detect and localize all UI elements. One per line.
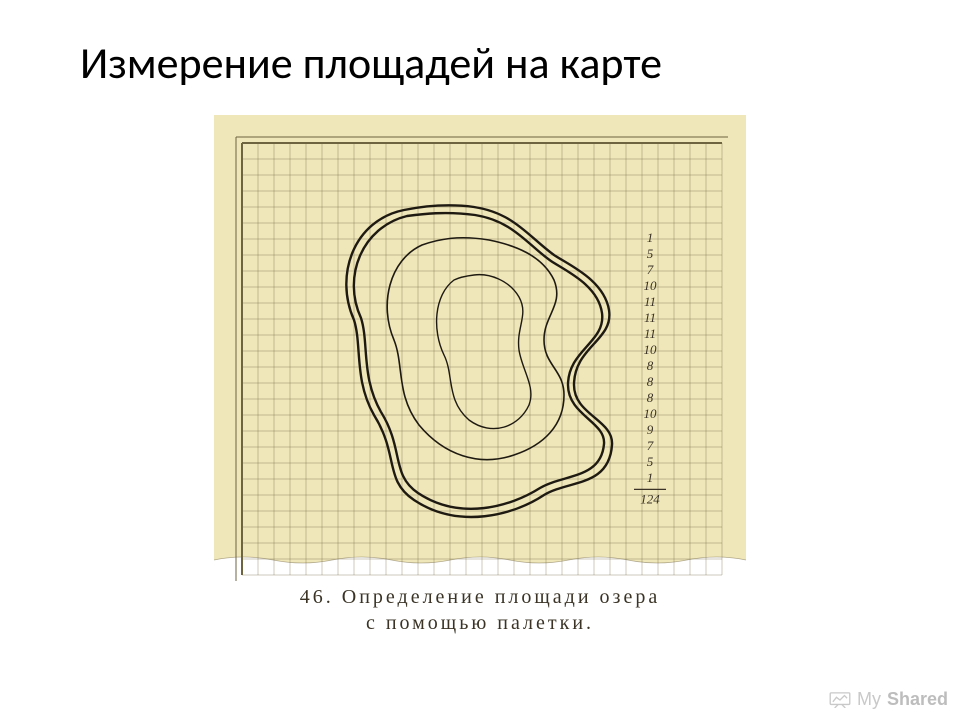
svg-text:10: 10 [644,278,658,293]
svg-text:8: 8 [647,358,654,373]
figure-caption-line2: с помощью палетки. [366,612,594,634]
watermark: My Shared [829,689,948,710]
svg-text:1: 1 [647,230,654,245]
svg-text:11: 11 [644,310,656,325]
watermark-b: Shared [887,689,948,710]
palette-diagram: 157101111111088810975112446. Определение… [214,115,746,647]
svg-text:5: 5 [647,246,654,261]
svg-text:124: 124 [640,491,660,506]
svg-text:10: 10 [644,342,658,357]
svg-text:9: 9 [647,422,654,437]
figure-caption-line1: 46. Определение площади озера [300,586,660,608]
svg-text:5: 5 [647,454,654,469]
page-title: Измерение площадей на карте [0,36,960,90]
svg-text:11: 11 [644,294,656,309]
svg-text:11: 11 [644,326,656,341]
presentation-icon [829,692,851,708]
svg-text:7: 7 [647,438,654,453]
figure-container: 157101111111088810975112446. Определение… [214,115,746,647]
watermark-a: My [857,689,881,710]
svg-text:7: 7 [647,262,654,277]
svg-text:8: 8 [647,374,654,389]
svg-text:10: 10 [644,406,658,421]
svg-text:1: 1 [647,470,654,485]
svg-text:8: 8 [647,390,654,405]
